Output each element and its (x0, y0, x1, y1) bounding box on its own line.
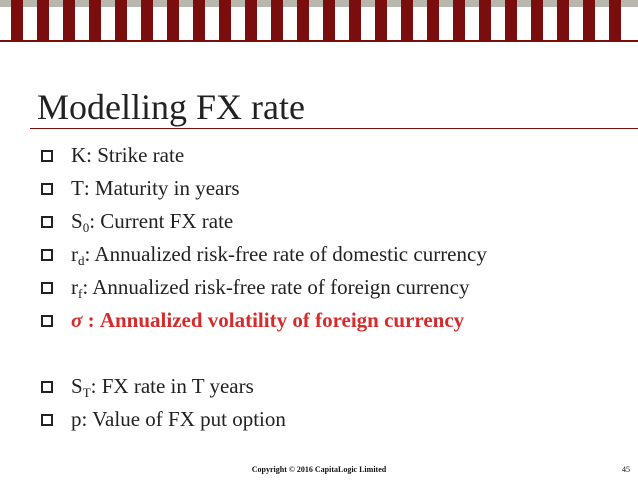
bullet-description: : Annualized risk-free rate of foreign c… (82, 275, 470, 299)
bullet-symbol: p (71, 407, 82, 431)
bullet-list: K: Strike rate T: Maturity in years S0: … (41, 141, 638, 438)
bullet-description: : Value of FX put option (81, 407, 286, 431)
top-tile (609, 0, 621, 40)
bullet-text: p: Value of FX put option (71, 407, 286, 432)
top-tile (349, 0, 361, 40)
top-tile (479, 0, 491, 40)
bullet-item-put-value: p: Value of FX put option (41, 405, 638, 438)
bullet-subscript: d (78, 253, 85, 268)
bullet-text: T: Maturity in years (71, 176, 240, 201)
top-tile (115, 0, 127, 40)
top-tile (401, 0, 413, 40)
bullet-item-spot-rate: S0: Current FX rate (41, 207, 638, 240)
top-tile (167, 0, 179, 40)
square-bullet-icon (41, 216, 53, 228)
bullet-description: : FX rate in T years (90, 374, 254, 398)
square-bullet-icon (41, 183, 53, 195)
top-tile (427, 0, 439, 40)
top-tile (557, 0, 569, 40)
bullet-item-volatility: σ : Annualized volatility of foreign cur… (41, 306, 638, 339)
square-bullet-icon (41, 282, 53, 294)
bullet-symbol: σ (71, 308, 83, 332)
top-tile (219, 0, 231, 40)
copyright-text: Copyright © 2016 CapitaLogic Limited (251, 465, 387, 474)
bullet-item-strike: K: Strike rate (41, 141, 638, 174)
bullet-item-domestic-rate: rd: Annualized risk-free rate of domesti… (41, 240, 638, 273)
top-decoration (0, 0, 638, 42)
top-tile (583, 0, 595, 40)
bullet-description: : Current FX rate (89, 209, 234, 233)
top-tile (63, 0, 75, 40)
square-bullet-icon (41, 414, 53, 426)
top-tile (531, 0, 543, 40)
top-tile (505, 0, 517, 40)
bullet-description: : Strike rate (86, 143, 185, 167)
bullet-text: rd: Annualized risk-free rate of domesti… (71, 242, 487, 267)
bullet-subscript: 0 (82, 220, 90, 235)
bullet-description: : Annualized risk-free rate of domestic … (84, 242, 487, 266)
bullet-symbol: K (71, 143, 87, 167)
bullet-symbol: S (71, 209, 83, 233)
top-tile (141, 0, 153, 40)
bullet-text: σ : Annualized volatility of foreign cur… (71, 308, 464, 333)
bullet-description: : Annualized volatility of foreign curre… (82, 308, 465, 332)
bullet-item-future-rate: ST: FX rate in T years (41, 372, 638, 405)
top-tile (375, 0, 387, 40)
square-bullet-icon (41, 249, 53, 261)
bullet-item-maturity: T: Maturity in years (41, 174, 638, 207)
top-band (0, 0, 638, 7)
top-tile (271, 0, 283, 40)
page-number: 45 (622, 465, 630, 474)
top-tile (11, 0, 23, 40)
square-bullet-icon (41, 150, 53, 162)
bullet-item-foreign-rate: rf: Annualized risk-free rate of foreign… (41, 273, 638, 306)
bullet-symbol: S (71, 374, 83, 398)
top-tile (37, 0, 49, 40)
bullet-description: : Maturity in years (83, 176, 240, 200)
slide-title: Modelling FX rate (37, 87, 305, 127)
top-tile (323, 0, 335, 40)
bullet-symbol: r (71, 275, 78, 299)
bullet-text: S0: Current FX rate (71, 209, 233, 234)
bullet-text: rf: Annualized risk-free rate of foreign… (71, 275, 470, 300)
bullet-subscript: f (78, 286, 83, 301)
bullet-symbol: r (71, 242, 78, 266)
top-line (0, 40, 638, 42)
top-tile (245, 0, 257, 40)
title-divider (30, 128, 638, 129)
square-bullet-icon (41, 315, 53, 327)
top-tile (453, 0, 465, 40)
top-tile (89, 0, 101, 40)
square-bullet-icon (41, 381, 53, 393)
bullet-text: K: Strike rate (71, 143, 184, 168)
top-tile (193, 0, 205, 40)
bullet-subscript: T (82, 385, 91, 400)
top-tile (297, 0, 309, 40)
bullet-text: ST: FX rate in T years (71, 374, 254, 399)
bullet-symbol: T (71, 176, 84, 200)
